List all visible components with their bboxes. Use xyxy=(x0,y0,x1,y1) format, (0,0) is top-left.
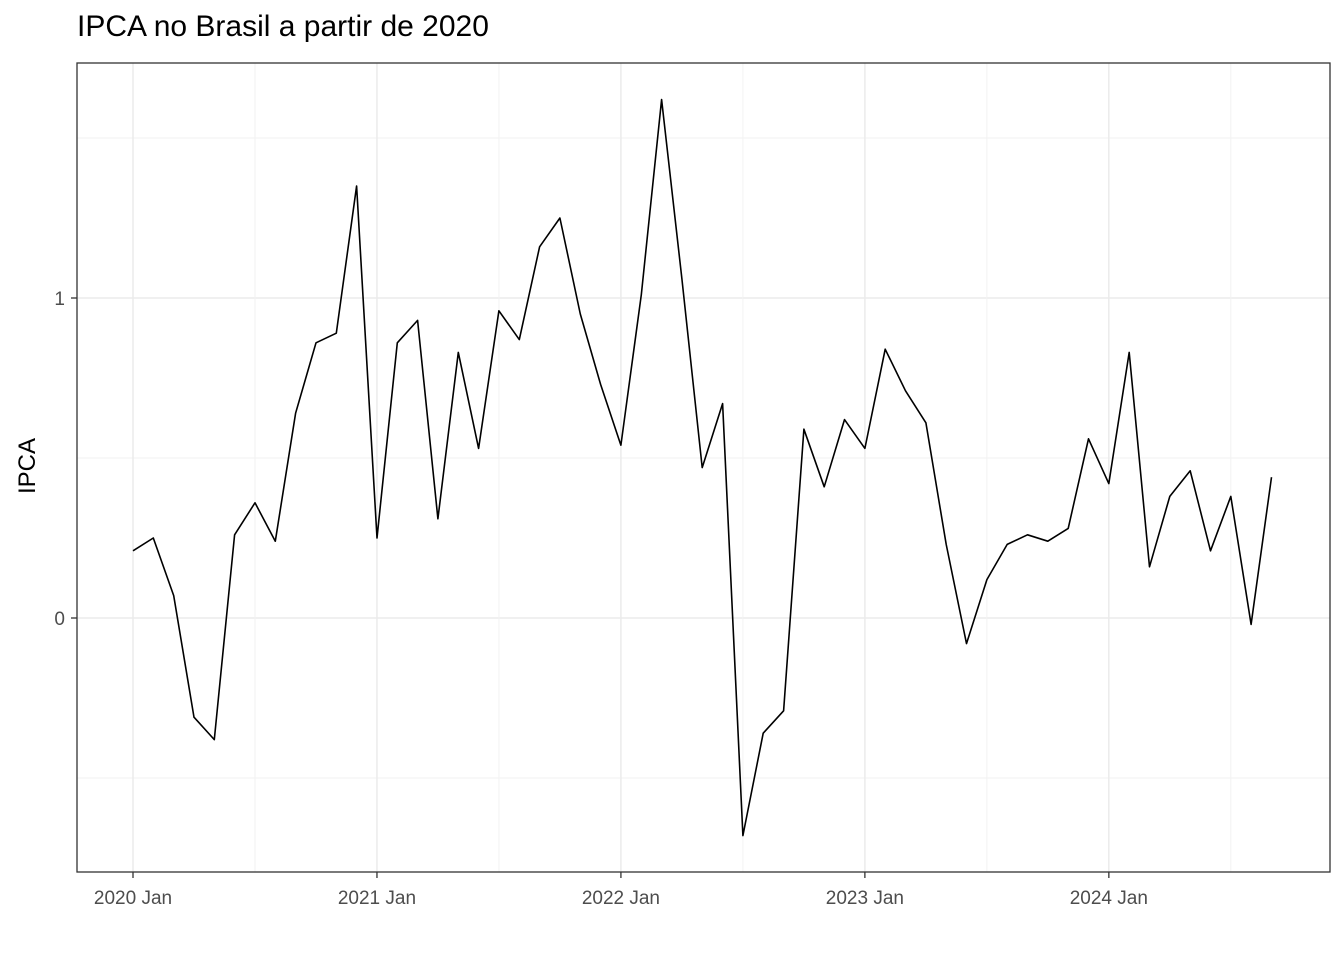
series-layer xyxy=(132,98,1273,837)
x-tick-label: 2020 Jan xyxy=(94,888,172,909)
x-tick-label: 2024 Jan xyxy=(1070,888,1148,909)
plot-border xyxy=(76,62,1331,873)
x-tick-label: 2022 Jan xyxy=(582,888,660,909)
plot-background xyxy=(77,63,1330,872)
grid-lines xyxy=(77,63,1330,872)
x-axis: 2020 Jan 2021 Jan 2022 Jan 2023 Jan 2024 Jan xyxy=(94,872,1148,909)
y-tick-label: 1 xyxy=(54,289,65,310)
y-tick-label: 0 xyxy=(54,609,65,630)
chart-title: IPCA no Brasil a partir de 2020 xyxy=(77,10,489,43)
y-axis: 01 xyxy=(54,289,77,630)
x-tick-label: 2023 Jan xyxy=(826,888,904,909)
series-line xyxy=(132,98,1273,837)
x-tick-label: 2021 Jan xyxy=(338,888,416,909)
